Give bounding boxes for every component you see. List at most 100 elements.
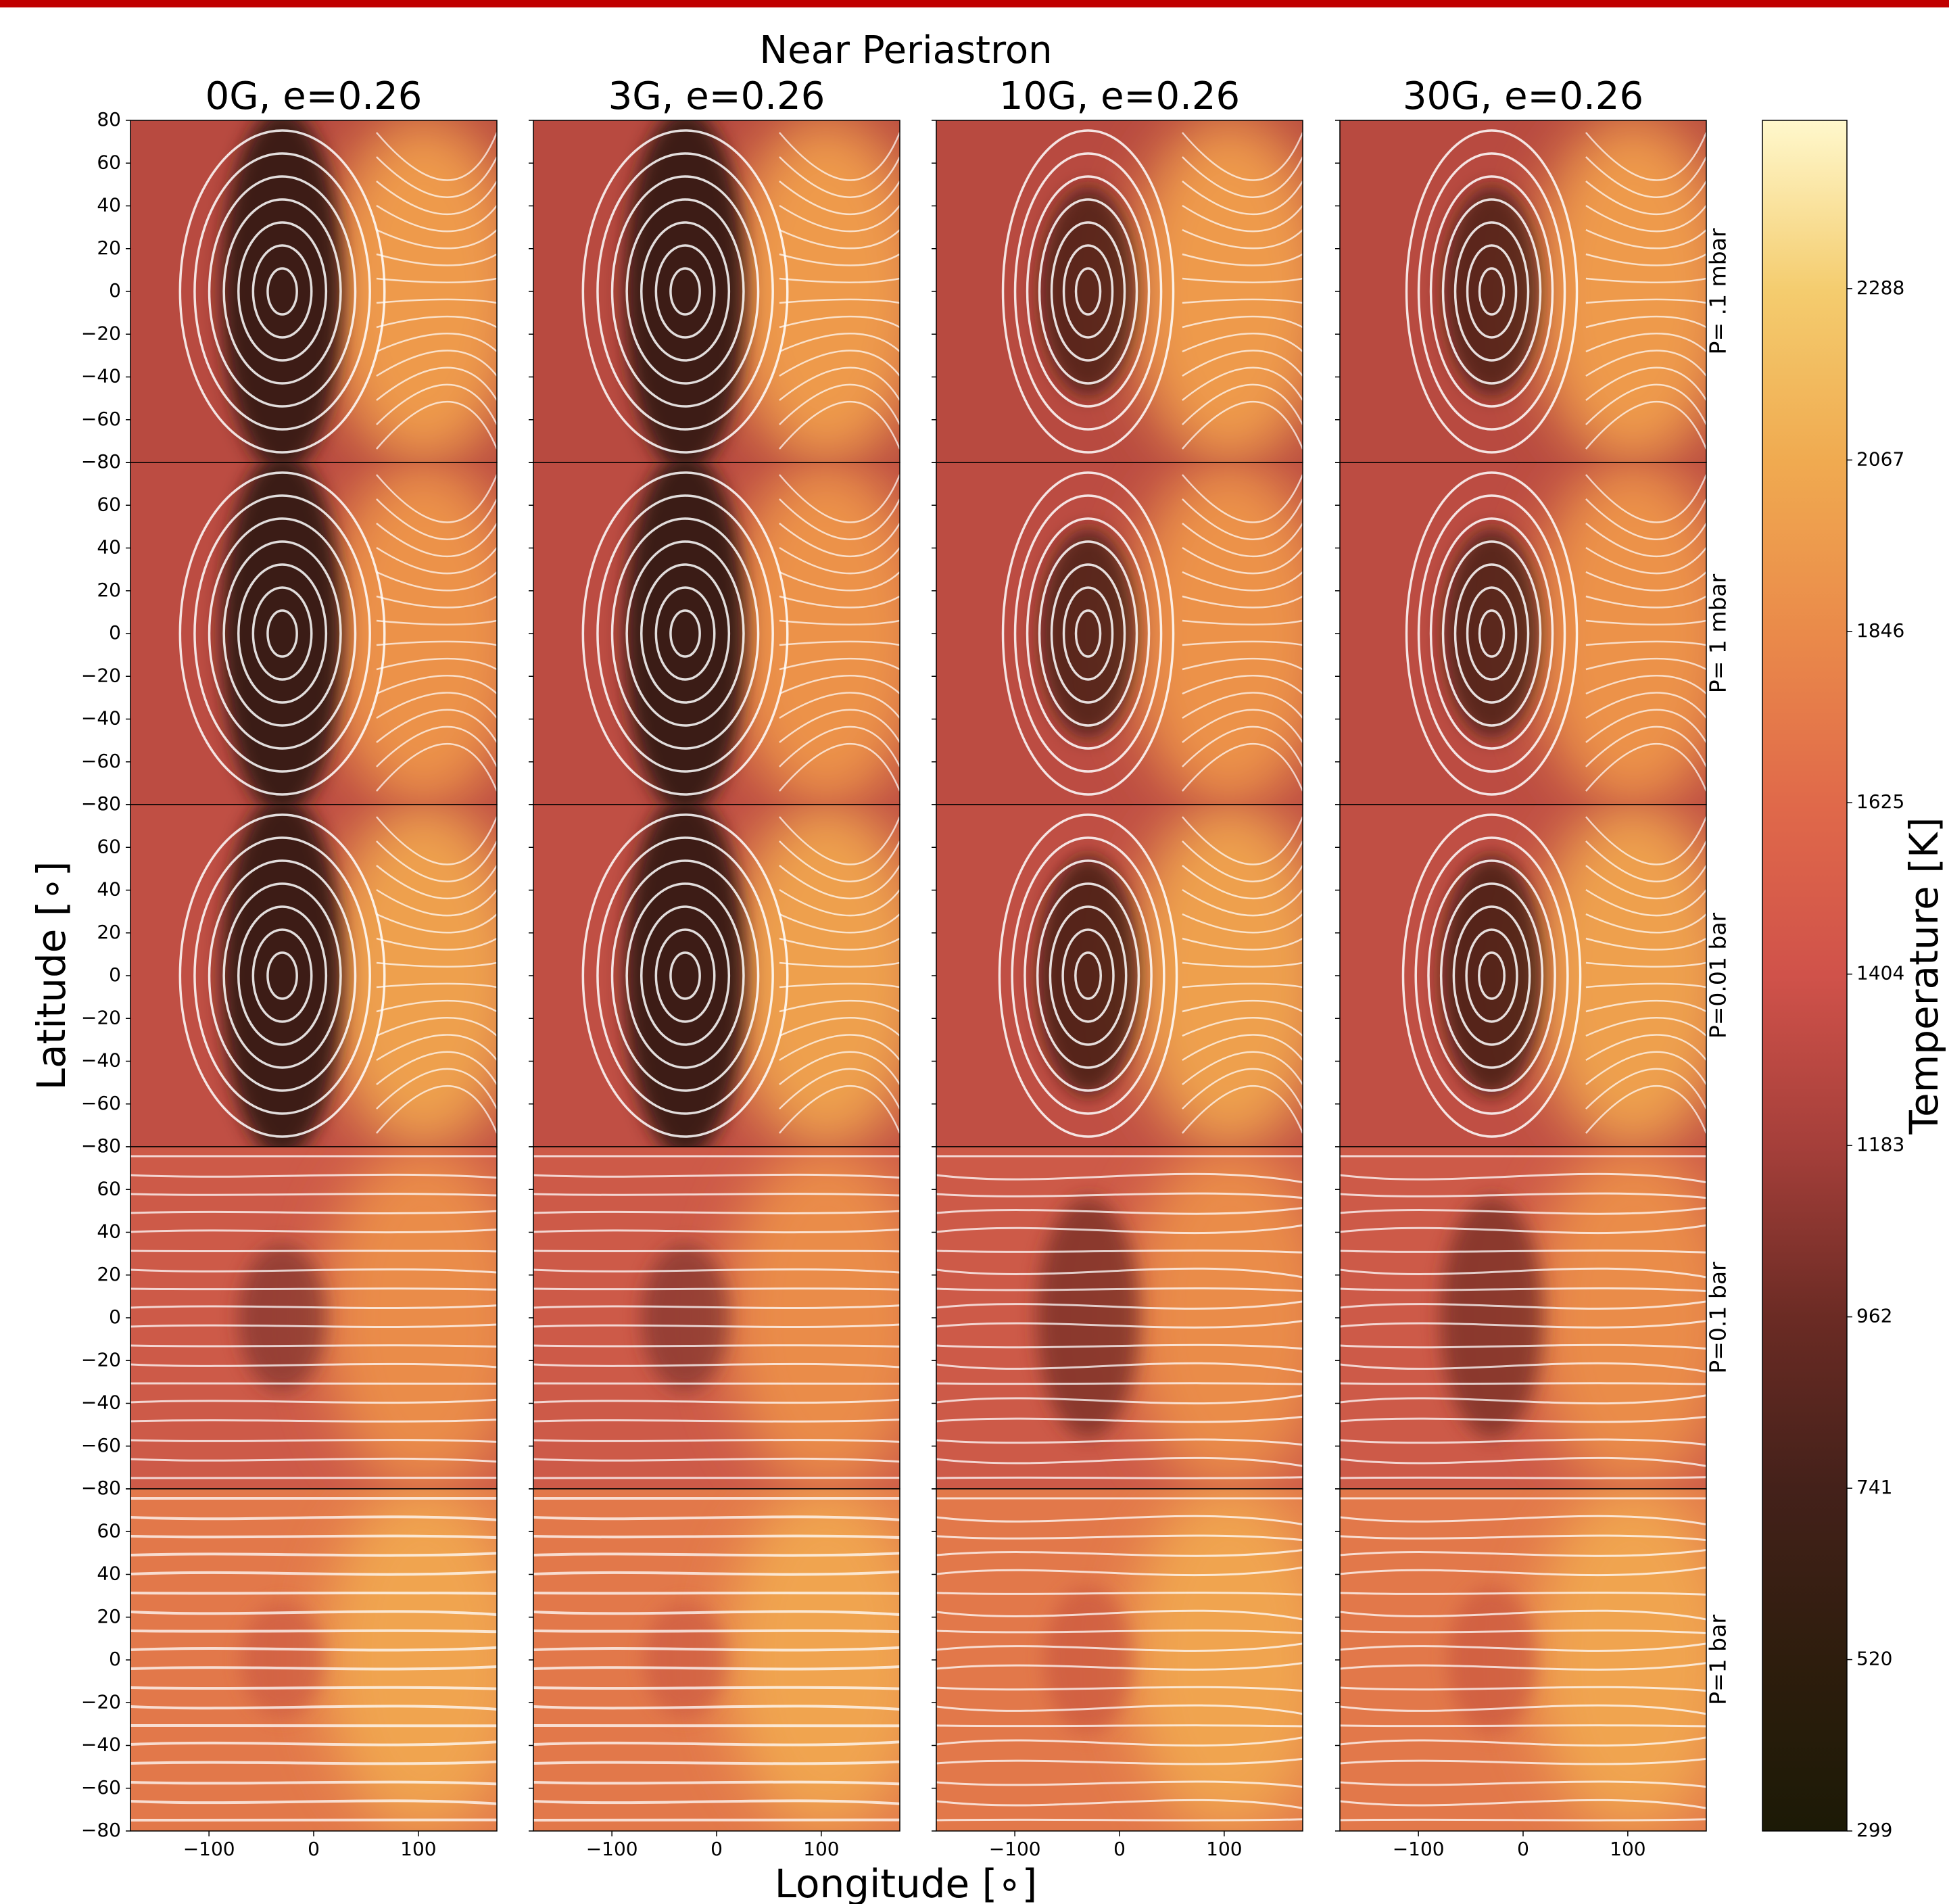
day-side xyxy=(322,458,525,809)
night-side xyxy=(644,1602,726,1718)
streamline xyxy=(533,1383,900,1384)
y-tick-label: 40 xyxy=(97,1563,121,1585)
panel xyxy=(1340,116,1735,467)
y-tick-label: 80 xyxy=(97,108,121,130)
streamline xyxy=(130,1478,497,1479)
x-axis-label: Longitude [∘] xyxy=(775,1861,1037,1904)
panel xyxy=(1340,800,1735,1151)
streamline xyxy=(936,1819,1303,1820)
y-tick-label: 40 xyxy=(97,194,121,216)
row-label: P= .1 mbar xyxy=(1705,228,1731,354)
y-tick-label: 60 xyxy=(97,1519,121,1542)
y-tick-label: 20 xyxy=(97,921,121,943)
panel xyxy=(936,800,1331,1151)
panel xyxy=(533,109,928,474)
night-side xyxy=(222,109,343,474)
panel xyxy=(1340,1484,1735,1836)
day-side xyxy=(725,116,928,467)
y-tick-label: −40 xyxy=(81,1391,121,1414)
x-tick-label: 100 xyxy=(400,1838,436,1860)
column-title: 10G, e=0.26 xyxy=(999,74,1240,118)
colorbar xyxy=(1762,120,1847,1831)
night-side xyxy=(1443,187,1541,396)
night-side xyxy=(222,451,343,816)
panel xyxy=(130,793,525,1158)
panel xyxy=(1340,1142,1735,1494)
column-title: 0G, e=0.26 xyxy=(206,74,423,118)
streamline xyxy=(533,1593,900,1594)
panel xyxy=(533,793,928,1158)
panel xyxy=(533,1484,928,1836)
night-side xyxy=(1443,529,1541,738)
x-tick-label: 100 xyxy=(1610,1838,1645,1860)
y-tick-label: 40 xyxy=(97,878,121,901)
panel xyxy=(936,1142,1331,1494)
x-tick-label: 100 xyxy=(1206,1838,1242,1860)
colorbar-tick-label: 1404 xyxy=(1856,962,1904,984)
streamline xyxy=(533,1251,900,1252)
streamline xyxy=(533,1782,900,1784)
day-side xyxy=(725,458,928,809)
x-tick-label: 0 xyxy=(1113,1838,1126,1860)
y-tick-label: −80 xyxy=(81,1477,121,1499)
colorbar-tick-label: 2067 xyxy=(1856,448,1904,470)
panel xyxy=(533,1142,928,1494)
panel xyxy=(936,458,1331,809)
night-side xyxy=(1448,1586,1536,1734)
x-tick-label: −100 xyxy=(586,1838,638,1860)
night-side xyxy=(241,1602,323,1718)
day-side xyxy=(322,800,525,1151)
y-tick-label: −20 xyxy=(81,664,121,686)
streamline xyxy=(130,1782,497,1784)
streamline xyxy=(130,1762,497,1764)
y-tick-label: −20 xyxy=(81,1006,121,1028)
streamline xyxy=(533,1346,900,1347)
row-label: P=0.1 bar xyxy=(1705,1262,1731,1374)
streamline xyxy=(1340,1383,1706,1384)
panel xyxy=(936,116,1331,467)
streamline xyxy=(533,1762,900,1764)
streamline xyxy=(130,1383,497,1384)
y-tick-label: 40 xyxy=(97,536,121,558)
x-tick-label: −100 xyxy=(183,1838,235,1860)
y-tick-label: 60 xyxy=(97,151,121,173)
day-side xyxy=(322,116,525,467)
y-tick-label: 0 xyxy=(109,1306,121,1328)
y-tick-label: −80 xyxy=(81,1135,121,1157)
column-title: 30G, e=0.26 xyxy=(1403,74,1643,118)
y-tick-label: 0 xyxy=(109,1648,121,1670)
night-side xyxy=(1044,1586,1132,1734)
y-tick-label: −80 xyxy=(81,792,121,815)
night-side xyxy=(222,793,343,1158)
y-tick-label: 60 xyxy=(97,1177,121,1199)
y-axis-label: Latitude [∘] xyxy=(28,861,74,1091)
y-tick-label: 60 xyxy=(97,835,121,857)
day-side xyxy=(1128,800,1331,1151)
x-tick-label: 0 xyxy=(1517,1838,1529,1860)
panel xyxy=(1340,458,1735,809)
colorbar-tick-label: 1625 xyxy=(1856,790,1904,813)
streamline xyxy=(130,1820,497,1821)
colorbar-tick-label: 1183 xyxy=(1856,1133,1904,1156)
colorbar-tick-label: 1846 xyxy=(1856,619,1904,642)
colorbar-tick-label: 520 xyxy=(1856,1648,1892,1670)
colorbar-tick-label: 299 xyxy=(1856,1819,1892,1841)
y-tick-label: −60 xyxy=(81,1092,121,1114)
night-side xyxy=(1037,855,1139,1096)
figure-title: Near Periastron xyxy=(759,28,1052,72)
y-tick-label: 20 xyxy=(97,1263,121,1285)
x-tick-label: −100 xyxy=(1393,1838,1445,1860)
streamline xyxy=(936,1477,1303,1478)
streamline xyxy=(130,1251,497,1252)
figure: Near Periastron Longitude [∘] Latitude [… xyxy=(0,0,1949,1904)
panel xyxy=(130,109,525,474)
y-tick-label: −60 xyxy=(81,750,121,772)
y-tick-label: −80 xyxy=(81,1819,121,1841)
row-label: P= 1 mbar xyxy=(1705,573,1731,693)
day-side xyxy=(1128,458,1331,809)
panel xyxy=(936,1484,1331,1836)
y-tick-label: −20 xyxy=(81,1690,121,1713)
y-tick-label: −40 xyxy=(81,1049,121,1072)
y-tick-label: −40 xyxy=(81,707,121,730)
y-tick-label: 60 xyxy=(97,493,121,515)
